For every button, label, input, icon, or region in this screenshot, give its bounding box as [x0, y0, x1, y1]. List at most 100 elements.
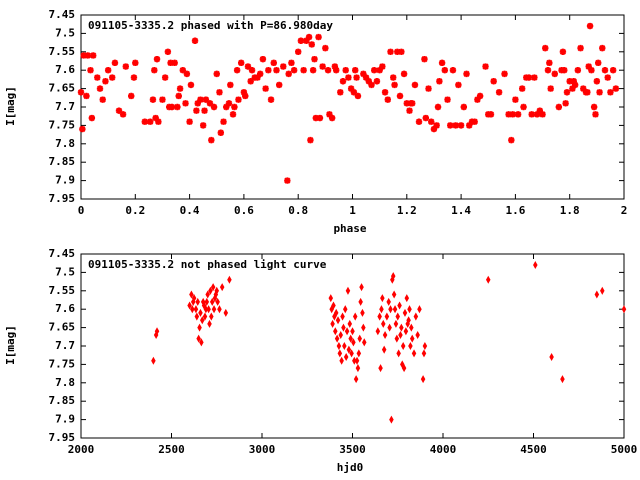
- data-point: [379, 63, 386, 70]
- data-point: [223, 103, 230, 111]
- data-point: [592, 111, 599, 118]
- data-point: [392, 305, 398, 314]
- data-point: [398, 48, 405, 55]
- data-point: [361, 323, 366, 332]
- x-tick-label: 4500: [520, 443, 547, 456]
- data-point: [425, 85, 432, 92]
- data-point: [244, 63, 252, 70]
- data-point: [375, 327, 381, 336]
- data-point: [508, 136, 515, 144]
- data-point: [309, 67, 317, 74]
- data-point: [422, 114, 430, 122]
- data-point: [216, 89, 223, 96]
- data-point: [297, 37, 305, 44]
- data-point: [362, 338, 367, 347]
- data-point: [354, 356, 360, 365]
- data-point: [109, 74, 116, 81]
- data-point: [333, 327, 338, 336]
- data-point: [413, 312, 419, 321]
- data-point: [202, 96, 210, 103]
- unphased-y-axis-label: I[mag]: [4, 325, 17, 365]
- y-tick-label: 7.6: [55, 63, 75, 76]
- data-point: [119, 111, 127, 118]
- data-point: [161, 74, 169, 81]
- y-tick-label: 7.65: [49, 82, 76, 95]
- data-point: [340, 312, 345, 321]
- y-tick-label: 7.65: [49, 321, 76, 334]
- data-point: [88, 114, 96, 122]
- data-point: [421, 55, 428, 63]
- y-tick-label: 7.55: [49, 284, 76, 297]
- data-point: [102, 78, 109, 85]
- y-tick-label: 7.75: [49, 357, 76, 370]
- data-point: [104, 67, 112, 74]
- data-point: [349, 349, 354, 358]
- data-point: [267, 96, 275, 103]
- data-point: [428, 118, 435, 125]
- data-point: [247, 78, 254, 85]
- data-point: [155, 118, 162, 125]
- data-point: [189, 290, 194, 299]
- y-tick-label: 7.5: [55, 26, 75, 39]
- data-point: [353, 375, 359, 384]
- data-point: [406, 316, 411, 325]
- data-point: [83, 92, 90, 100]
- data-point: [132, 59, 139, 67]
- data-point: [403, 327, 409, 336]
- data-point: [584, 89, 591, 96]
- data-point: [533, 261, 538, 270]
- data-point: [393, 319, 399, 328]
- data-point: [262, 85, 269, 92]
- data-point: [191, 37, 199, 44]
- x-tick-label: 1: [349, 204, 356, 217]
- data-point: [417, 305, 422, 314]
- y-tick-label: 7.95: [49, 192, 76, 205]
- data-point: [195, 297, 201, 306]
- data-point: [183, 70, 191, 78]
- data-point: [196, 334, 201, 343]
- data-point: [242, 92, 249, 100]
- data-point: [355, 364, 361, 373]
- data-point: [549, 353, 554, 362]
- data-point: [403, 100, 410, 107]
- data-point: [99, 96, 106, 103]
- data-point: [588, 67, 595, 74]
- data-point: [390, 74, 397, 81]
- x-tick-label: 2: [621, 204, 628, 217]
- data-point: [324, 67, 332, 74]
- data-point: [248, 67, 256, 74]
- data-point: [347, 85, 355, 92]
- data-point: [199, 338, 204, 347]
- data-point: [300, 67, 307, 74]
- data-point: [342, 67, 349, 74]
- data-point: [186, 118, 193, 125]
- data-point: [621, 305, 627, 314]
- data-point: [466, 122, 473, 129]
- unphased-x-axis-label: hjd0: [337, 461, 364, 474]
- y-tick-label: 7.75: [49, 118, 76, 131]
- data-point: [400, 70, 408, 78]
- data-point: [580, 85, 587, 92]
- data-point: [406, 107, 413, 114]
- y-tick-label: 7.9: [55, 413, 75, 426]
- data-point: [79, 125, 86, 133]
- data-point: [220, 118, 227, 125]
- data-point: [560, 375, 565, 384]
- data-point: [577, 44, 584, 52]
- data-point: [509, 111, 516, 118]
- data-point: [559, 48, 567, 55]
- data-point: [336, 341, 342, 351]
- y-tick-label: 7.9: [55, 174, 75, 187]
- data-point: [482, 63, 489, 70]
- data-point: [168, 103, 176, 111]
- data-point: [390, 272, 396, 281]
- phased-x-axis-label: phase: [333, 222, 366, 235]
- data-point: [193, 107, 200, 114]
- data-point: [345, 74, 352, 81]
- data-point: [384, 312, 390, 321]
- data-point: [430, 125, 438, 133]
- x-tick-label: 2500: [158, 443, 185, 456]
- x-tick-label: 0.4: [180, 204, 200, 217]
- data-point: [217, 305, 222, 314]
